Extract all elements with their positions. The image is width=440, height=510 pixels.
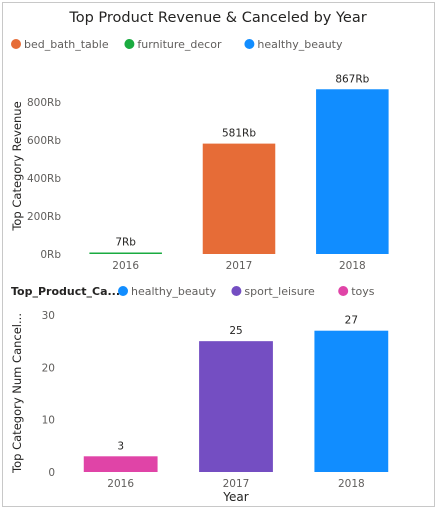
y-tick-label: 600Rb xyxy=(27,135,61,147)
data-label: 25 xyxy=(229,325,242,337)
y-tick-label: 20 xyxy=(42,362,55,374)
y-tick-label: 400Rb xyxy=(27,173,61,185)
y-tick-label: 800Rb xyxy=(27,97,61,109)
legend-label[interactable]: bed_bath_table xyxy=(24,38,109,51)
visual-panel: Top Product Revenue & Canceled by Year be… xyxy=(2,2,435,507)
data-label: 3 xyxy=(117,440,124,452)
legend-marker[interactable] xyxy=(231,286,242,296)
y-tick-label: 200Rb xyxy=(27,211,61,223)
x-tick-label: 2016 xyxy=(107,478,134,490)
legend-marker[interactable] xyxy=(244,39,255,49)
legend-label[interactable]: sport_leisure xyxy=(244,285,315,298)
legend-marker[interactable] xyxy=(338,286,349,296)
legend-marker[interactable] xyxy=(11,39,21,49)
legend-label[interactable]: furniture_decor xyxy=(137,38,222,51)
bar[interactable] xyxy=(314,330,389,472)
data-label: 27 xyxy=(345,315,358,327)
bar[interactable] xyxy=(83,456,158,472)
legend-title: Top_Product_Ca... xyxy=(11,285,120,298)
bar[interactable] xyxy=(202,143,276,254)
chart-title: Top Product Revenue & Canceled by Year xyxy=(68,10,366,26)
bar[interactable] xyxy=(199,341,273,472)
data-label: 867Rb xyxy=(335,73,369,85)
legend-label[interactable]: toys xyxy=(351,285,375,298)
x-tick-label: 2016 xyxy=(112,260,139,272)
y-axis-title: Top Category Num Cancel... xyxy=(10,313,24,474)
bar[interactable] xyxy=(89,252,162,255)
x-tick-label: 2017 xyxy=(223,478,250,490)
y-axis-title: Top Category Revenue xyxy=(10,101,24,231)
x-tick-label: 2018 xyxy=(339,260,366,272)
legend-marker[interactable] xyxy=(118,286,128,296)
chart-canvas: Top Product Revenue & Canceled by Year be… xyxy=(10,10,389,504)
data-label: 7Rb xyxy=(115,237,136,249)
y-tick-label: 0 xyxy=(48,467,55,479)
legend-label[interactable]: healthy_beauty xyxy=(257,38,343,51)
legend-marker[interactable] xyxy=(124,39,135,49)
y-tick-label: 30 xyxy=(42,310,55,322)
y-tick-label: 10 xyxy=(42,415,55,427)
x-tick-label: 2018 xyxy=(338,478,365,490)
data-label: 581Rb xyxy=(222,128,256,140)
x-tick-label: 2017 xyxy=(226,260,253,272)
legend-label[interactable]: healthy_beauty xyxy=(131,285,217,298)
x-axis-title: Year xyxy=(222,490,248,504)
bar[interactable] xyxy=(316,89,389,255)
y-tick-label: 0Rb xyxy=(40,249,61,261)
